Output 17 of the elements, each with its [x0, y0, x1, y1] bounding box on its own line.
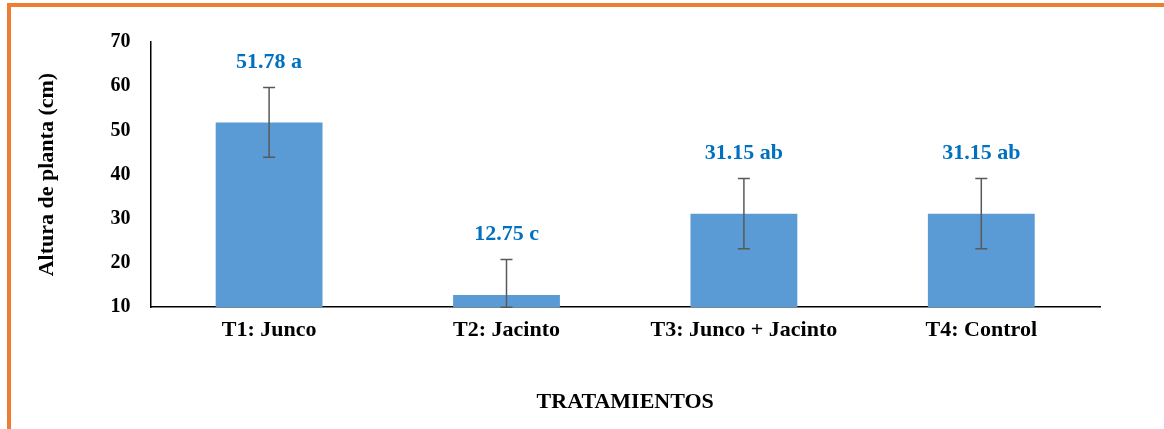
y-tick-label: 20: [110, 250, 131, 273]
y-tick-label: 30: [110, 205, 131, 228]
y-tick-label: 60: [110, 73, 131, 96]
x-tick-label: T4: Control: [925, 316, 1038, 342]
x-tick-label: T1: Junco: [221, 316, 317, 342]
y-tick-label: 40: [110, 161, 131, 184]
y-tick-label: 70: [110, 29, 131, 52]
y-tick-label: 10: [110, 294, 131, 317]
y-tick-label: 50: [110, 117, 131, 140]
data-label: 51.78 a: [236, 48, 303, 74]
x-tick-label: T3: Junco + Jacinto: [650, 316, 838, 342]
x-tick-label: T2: Jacinto: [453, 316, 560, 342]
y-axis-title: Altura de planta (cm): [32, 72, 58, 277]
data-label: 12.75 c: [474, 220, 540, 246]
x-axis-title: TRATAMIENTOS: [536, 388, 714, 414]
data-label: 31.15 ab: [704, 139, 784, 165]
data-label: 31.15 ab: [942, 139, 1021, 165]
